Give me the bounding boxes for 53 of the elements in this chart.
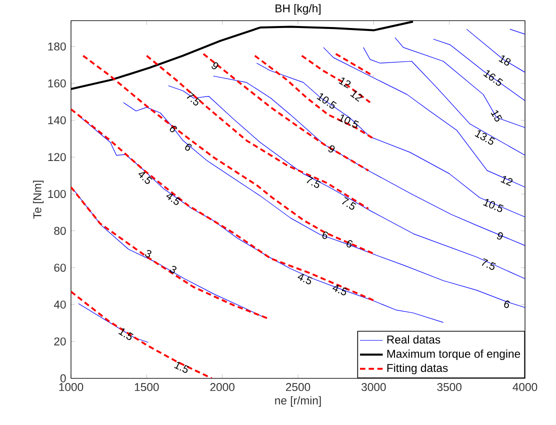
annotation: 6	[322, 232, 328, 240]
legend-label: Fitting datas	[387, 364, 448, 374]
annotation: 12	[500, 176, 513, 186]
y-tick-label: 100	[48, 190, 66, 198]
x-tick-label: 1500	[134, 383, 159, 392]
annotation: 10.5	[338, 114, 359, 128]
annotation: 9	[328, 145, 335, 152]
annotation: 4.5	[332, 284, 348, 296]
x-axis-title: ne [r/min]	[275, 396, 321, 407]
y-tick-label: 60	[54, 264, 66, 272]
annotation: 10.5	[483, 199, 504, 212]
annotation: 1.5	[174, 362, 190, 373]
legend-label: Maximum torque of engine	[387, 349, 520, 360]
chart-title: BH [kg/h]	[276, 4, 320, 15]
y-tick-label: 20	[54, 337, 66, 346]
y-tick-label: 40	[54, 300, 66, 309]
annotation: 12	[350, 90, 362, 102]
annotation: 3	[170, 266, 176, 274]
x-tick-label: 3500	[437, 383, 462, 392]
annotation: 4.5	[166, 194, 181, 205]
annotation: 7.5	[306, 176, 321, 188]
x-tick-label: 1000	[59, 383, 84, 392]
y-axis-title: Te [Nm]	[32, 180, 44, 219]
annotation: 15	[490, 110, 502, 122]
annotation: 1.5	[118, 328, 134, 340]
x-tick-label: 2500	[286, 383, 310, 392]
annotation: 7.5	[186, 92, 201, 106]
x-tick-label: 2000	[210, 383, 234, 392]
annotation: 3	[145, 250, 152, 258]
annotation: 4.5	[138, 172, 152, 184]
annotation: 6	[170, 126, 177, 132]
annotation: 6	[346, 240, 353, 248]
annotation: 6	[185, 144, 192, 151]
annotation: 9	[497, 232, 503, 240]
y-tick-label: 160	[48, 79, 66, 88]
annotation: 13.5	[474, 130, 495, 145]
x-tick-label: 3000	[362, 383, 386, 392]
annotation: 10.5	[316, 94, 337, 109]
y-tick-label: 140	[48, 116, 66, 124]
y-tick-label: 180	[48, 42, 66, 51]
x-tick-label: 4000	[512, 383, 538, 392]
y-tick-label: 0	[60, 374, 66, 382]
annotation: 9	[212, 62, 218, 70]
annotation: 12	[338, 78, 351, 88]
annotation: 7.5	[342, 196, 356, 210]
y-tick-label: 80	[54, 226, 66, 235]
legend-label: Real datas	[387, 335, 440, 344]
y-tick-label: 120	[48, 153, 66, 162]
annotation: 7.5	[482, 258, 496, 270]
annotation: 6	[504, 300, 510, 308]
annotation: 18	[498, 56, 511, 66]
annotation: 4.5	[298, 274, 312, 284]
annotation: 16.5	[483, 70, 504, 86]
